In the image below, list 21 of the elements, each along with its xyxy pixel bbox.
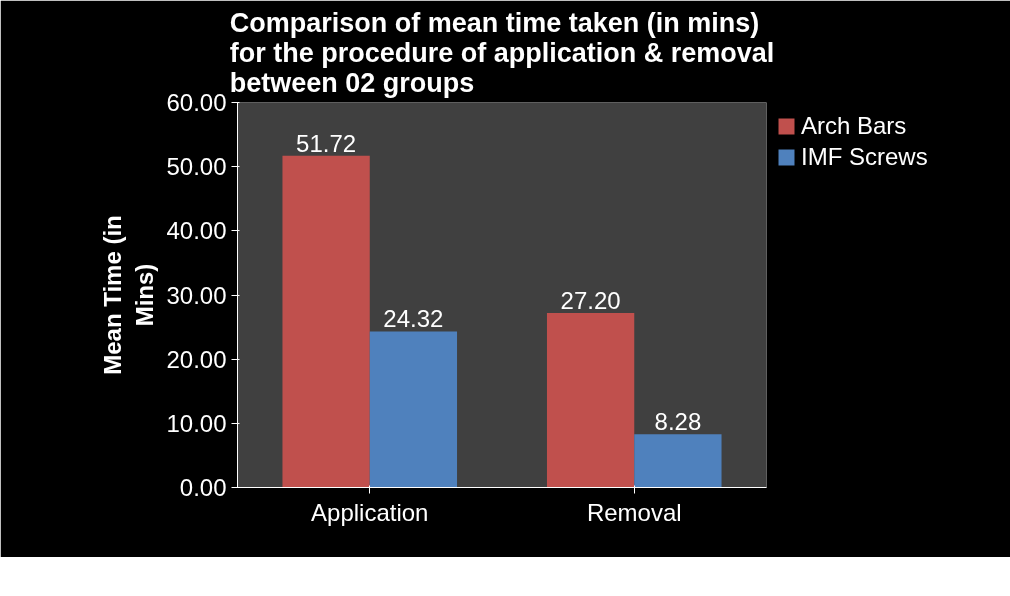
y-axis-title: Mean Time (in Mins) (99, 215, 159, 375)
data-label: 24.32 (383, 305, 444, 333)
data-label: 51.72 (296, 129, 357, 157)
bar (282, 155, 370, 488)
bar (546, 312, 635, 488)
y-tick-label: 20.00 (166, 345, 227, 373)
data-label: 27.20 (560, 286, 621, 314)
y-tick-label: 50.00 (166, 153, 227, 181)
x-tick-label: Removal (586, 498, 682, 526)
chart-title: Comparison of mean time taken (in mins) for the procedure of application & removal between 02 groups (229, 7, 775, 98)
bar (634, 434, 722, 488)
y-tick-label: 60.00 (166, 89, 227, 116)
y-tick-label: 30.00 (166, 281, 227, 309)
bar (369, 331, 458, 488)
legend-label: Arch Bars (801, 112, 907, 140)
y-tick-label: 0.00 (179, 474, 227, 501)
x-tick-label: Application (311, 498, 429, 526)
y-tick-label: 10.00 (166, 409, 227, 437)
y-tick-label: 40.00 (166, 217, 227, 245)
data-label: 8.28 (654, 408, 702, 436)
legend-label: IMF Screws (801, 143, 928, 171)
